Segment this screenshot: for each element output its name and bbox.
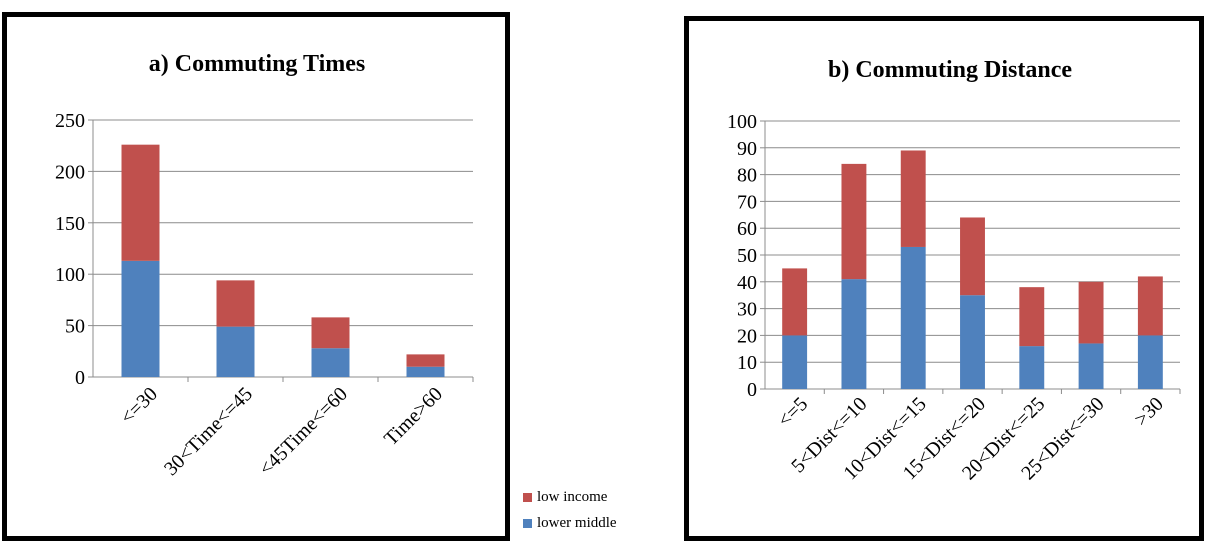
bar-low-income-5-dist-10 [841, 163, 867, 280]
y-tick-label-250: 250 [55, 110, 85, 132]
y-tick-label-0: 0 [747, 379, 757, 401]
y-tick-label-90: 90 [737, 138, 757, 160]
bar-lower-middle-5 [782, 335, 808, 389]
y-tick-label-100: 100 [55, 264, 85, 286]
chart-panel-commuting-times [2, 12, 510, 541]
y-tick-label-40: 40 [737, 272, 757, 294]
y-tick-label-200: 200 [55, 161, 85, 183]
y-tick-label-100: 100 [727, 111, 757, 133]
legend: low income lower middle [523, 484, 617, 536]
bar-low-income-45time-60 [311, 317, 350, 349]
y-tick-label-0: 0 [75, 367, 85, 389]
bar-lower-middle-45time-60 [311, 348, 350, 377]
bar-lower-middle-5-dist-10 [841, 279, 867, 389]
y-tick-label-50: 50 [65, 316, 85, 338]
bar-lower-middle-25-dist-30 [1078, 343, 1104, 389]
chart-title: a) Commuting Times [149, 51, 365, 77]
y-tick-label-80: 80 [737, 165, 757, 187]
x-tick-label-5: <=5 [774, 393, 813, 432]
bar-low-income-30 [1137, 276, 1163, 336]
bar-lower-middle-30 [121, 260, 160, 377]
y-tick-label-10: 10 [737, 352, 757, 374]
legend-swatch-low-income [523, 492, 532, 502]
bar-low-income-20-dist-25 [1019, 287, 1045, 347]
legend-item-lower-middle: lower middle [523, 510, 617, 536]
chart-panel-commuting-distance [684, 16, 1204, 541]
y-tick-label-150: 150 [55, 213, 85, 235]
bar-low-income-30-time-45 [216, 280, 255, 327]
y-tick-label-30: 30 [737, 299, 757, 321]
chart-title: b) Commuting Distance [828, 57, 1072, 83]
bar-lower-middle-20-dist-25 [1019, 346, 1045, 389]
y-tick-label-50: 50 [737, 245, 757, 267]
bar-lower-middle-30-time-45 [216, 326, 255, 377]
bar-lower-middle-time-60 [406, 366, 445, 377]
bar-low-income-time-60 [406, 354, 445, 367]
bar-lower-middle-15-dist-20 [960, 295, 985, 389]
y-tick-label-20: 20 [737, 325, 757, 347]
legend-label-lower-middle: lower middle [537, 515, 617, 531]
bar-lower-middle-30 [1137, 335, 1163, 389]
legend-item-low-income: low income [523, 484, 617, 510]
bar-low-income-10-dist-15 [900, 150, 926, 247]
legend-swatch-lower-middle [523, 518, 532, 528]
bar-low-income-15-dist-20 [960, 217, 985, 296]
bar-lower-middle-10-dist-15 [900, 246, 926, 389]
bar-low-income-25-dist-30 [1078, 281, 1104, 344]
bar-low-income-5 [782, 268, 808, 336]
x-tick-label-30: >30 [1130, 393, 1168, 431]
y-tick-label-70: 70 [737, 191, 757, 213]
legend-label-low-income: low income [537, 489, 608, 505]
bar-low-income-30 [121, 144, 160, 261]
y-tick-label-60: 60 [737, 218, 757, 240]
